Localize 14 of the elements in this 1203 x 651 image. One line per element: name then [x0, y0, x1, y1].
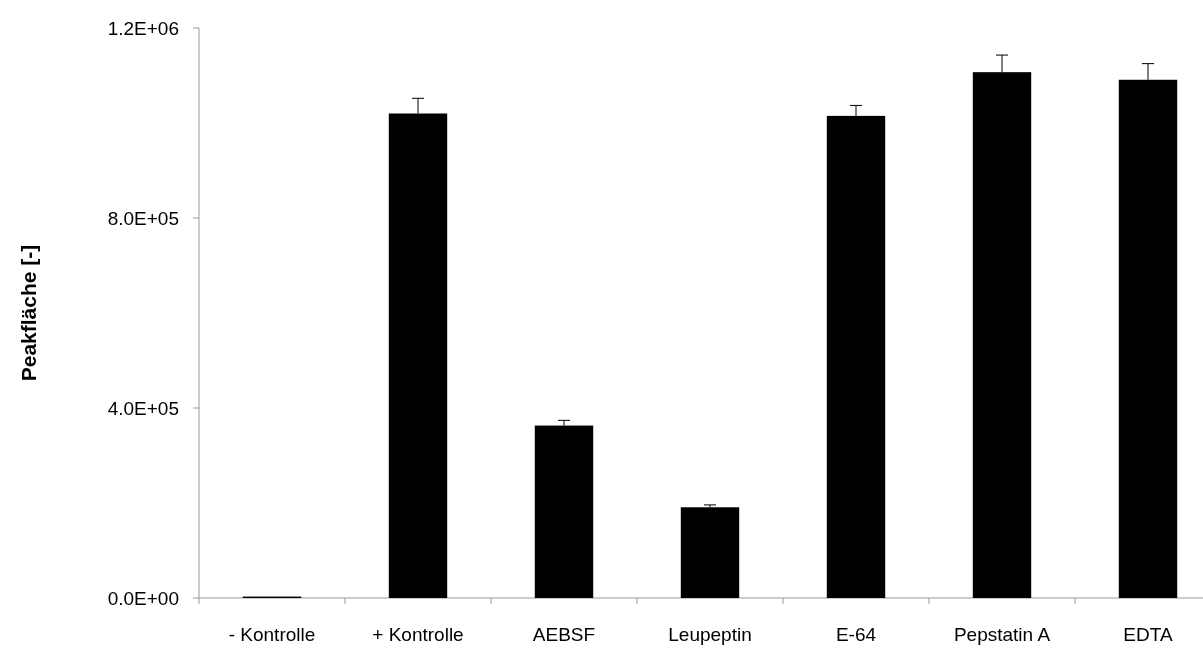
y-tick-label: 1.2E+06: [107, 17, 179, 39]
x-tick-label: Leupeptin: [668, 624, 752, 645]
y-axis-title: Peakfläche [-]: [17, 244, 40, 382]
y-tick-label: 4.0E+05: [107, 397, 179, 419]
x-tick-label: Pepstatin A: [953, 624, 1051, 645]
y-tick-label: 0.0E+00: [107, 587, 179, 609]
bar: [680, 507, 740, 598]
x-tick-label: + Kontrolle: [372, 624, 464, 645]
y-tick-label: 8.0E+05: [107, 207, 179, 229]
x-tick-label: EDTA: [1123, 624, 1173, 645]
x-tick-label: AEBSF: [532, 624, 596, 645]
bar: [534, 425, 594, 598]
x-tick-label: E-64: [835, 624, 877, 645]
x-tick-label: - Kontrolle: [228, 624, 316, 645]
